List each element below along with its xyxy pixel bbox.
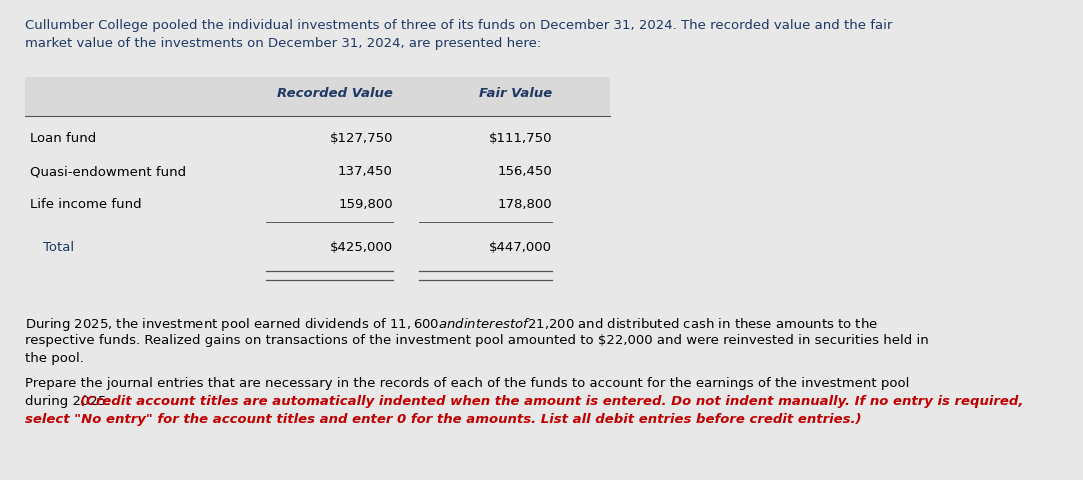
Text: respective funds. Realized gains on transactions of the investment pool amounted: respective funds. Realized gains on tran… bbox=[25, 333, 928, 346]
Text: Fair Value: Fair Value bbox=[479, 87, 552, 100]
Text: market value of the investments on December 31, 2024, are presented here:: market value of the investments on Decem… bbox=[25, 37, 540, 50]
Text: Loan fund: Loan fund bbox=[30, 132, 96, 145]
Text: $111,750: $111,750 bbox=[488, 132, 552, 145]
Text: Cullumber College pooled the individual investments of three of its funds on Dec: Cullumber College pooled the individual … bbox=[25, 19, 892, 32]
Text: during 2025.: during 2025. bbox=[25, 394, 115, 407]
Text: $425,000: $425,000 bbox=[330, 241, 393, 254]
Text: 156,450: 156,450 bbox=[497, 165, 552, 178]
Text: 178,800: 178,800 bbox=[497, 198, 552, 211]
Text: $127,750: $127,750 bbox=[329, 132, 393, 145]
Text: 159,800: 159,800 bbox=[338, 198, 393, 211]
Text: Quasi-endowment fund: Quasi-endowment fund bbox=[30, 165, 186, 178]
Bar bbox=[25, 78, 611, 117]
Text: the pool.: the pool. bbox=[25, 351, 83, 364]
Text: 137,450: 137,450 bbox=[338, 165, 393, 178]
Text: select "No entry" for the account titles and enter 0 for the amounts. List all d: select "No entry" for the account titles… bbox=[25, 412, 861, 425]
Text: Life income fund: Life income fund bbox=[30, 198, 142, 211]
Text: Prepare the journal entries that are necessary in the records of each of the fun: Prepare the journal entries that are nec… bbox=[25, 376, 909, 389]
Text: Total: Total bbox=[42, 241, 74, 254]
Text: $447,000: $447,000 bbox=[490, 241, 552, 254]
Text: (Credit account titles are automatically indented when the amount is entered. Do: (Credit account titles are automatically… bbox=[80, 394, 1023, 407]
Text: Recorded Value: Recorded Value bbox=[277, 87, 393, 100]
Text: During 2025, the investment pool earned dividends of $11,600 and interest of $21: During 2025, the investment pool earned … bbox=[25, 315, 877, 332]
